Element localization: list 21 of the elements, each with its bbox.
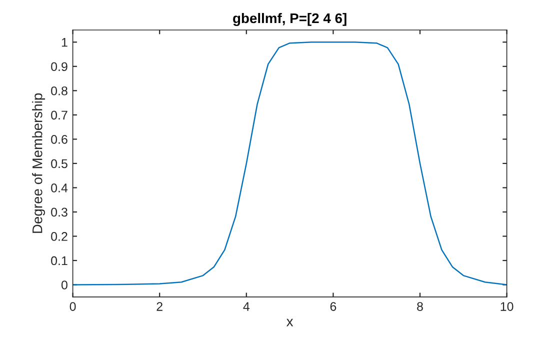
y-tick-label: 0.6 bbox=[51, 134, 68, 144]
y-tick-label: 0.3 bbox=[51, 208, 68, 217]
x-tick-label: 0 bbox=[70, 302, 76, 311]
y-tick-label: 0.1 bbox=[51, 256, 68, 266]
y-tick-label: 0.8 bbox=[51, 86, 68, 96]
y-tick-label: 0.5 bbox=[51, 159, 68, 168]
y-tick-label: 0.7 bbox=[51, 110, 68, 120]
x-axis-title: x bbox=[286, 318, 294, 326]
x-tick-label: 6 bbox=[330, 302, 336, 311]
y-tick-label: 0.4 bbox=[51, 184, 68, 192]
chart-title: gbellmf, P=[2 4 6] bbox=[233, 12, 346, 26]
y-tick-label: 0.9 bbox=[51, 62, 68, 72]
y-axis-title: Degree of Membership bbox=[32, 93, 46, 233]
y-tick-label: 0.2 bbox=[51, 232, 68, 241]
x-tick-label: 10 bbox=[500, 302, 514, 311]
x-tick-label: 4 bbox=[243, 302, 250, 311]
x-tick-label: 8 bbox=[417, 302, 423, 311]
y-tick-label: 0 bbox=[61, 280, 68, 290]
line-series bbox=[72, 42, 507, 286]
x-tick-label: 2 bbox=[156, 302, 162, 311]
y-tick-label: 1 bbox=[62, 38, 68, 47]
